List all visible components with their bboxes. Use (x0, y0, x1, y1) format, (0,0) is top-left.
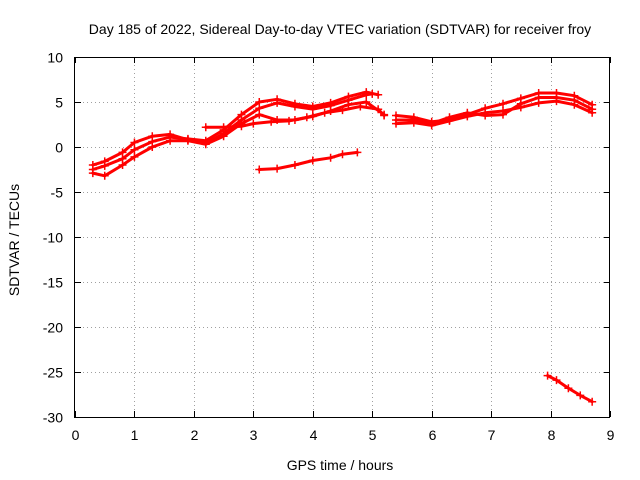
data-point (166, 136, 175, 145)
series-track-5 (255, 148, 362, 174)
data-point (588, 105, 597, 114)
data-point (88, 169, 97, 178)
data-point (308, 102, 317, 111)
y-tick-label: -5 (51, 185, 64, 201)
data-point (148, 143, 157, 151)
data-point (290, 161, 299, 169)
data-point (392, 116, 400, 124)
data-point (499, 99, 507, 108)
data-point (267, 117, 276, 126)
data-point (237, 122, 246, 131)
series-track-2 (88, 88, 383, 174)
data-point (409, 116, 418, 124)
axis-ticks: 0 1 2 3 4 5 6 7 8 9 10 5 0 -5 -10 -15 -20 -25 -30 (43, 50, 615, 444)
data-point (308, 156, 317, 165)
data-point (320, 108, 329, 117)
data-point (100, 161, 109, 170)
data-point (326, 153, 335, 162)
data-point (201, 123, 210, 132)
data-point (374, 90, 383, 99)
data-point (130, 138, 139, 147)
y-tick-label: 5 (55, 95, 63, 111)
y-tick-label: -25 (43, 365, 63, 381)
data-point (273, 164, 282, 173)
data-point (302, 113, 311, 122)
x-tick-label: 1 (131, 427, 139, 443)
data-point (338, 106, 347, 115)
data-point (219, 123, 228, 132)
series-layer (88, 88, 597, 406)
data-point (362, 88, 371, 97)
data-point (130, 152, 139, 161)
data-point (463, 108, 472, 117)
y-tick-label: -10 (43, 230, 63, 246)
data-point (552, 93, 561, 102)
series-line (91, 90, 380, 171)
data-point (534, 93, 543, 102)
x-tick-label: 6 (429, 427, 437, 443)
data-point (249, 119, 258, 128)
data-point (564, 384, 573, 393)
data-point (344, 92, 353, 101)
data-point (290, 99, 299, 108)
x-tick-label: 9 (607, 427, 615, 443)
x-tick-label: 5 (369, 427, 377, 443)
data-point (481, 111, 490, 120)
data-point (344, 100, 353, 109)
y-tick-label: 10 (47, 50, 63, 66)
series-track-9 (543, 371, 597, 406)
data-point (499, 110, 507, 119)
data-point (255, 110, 264, 119)
x-tick-label: 7 (488, 427, 496, 443)
data-point (255, 165, 264, 174)
y-tick-label: -15 (43, 275, 63, 291)
x-tick-label: 0 (72, 427, 80, 443)
data-point (353, 148, 362, 157)
data-point (543, 371, 552, 380)
data-point (588, 397, 597, 406)
data-point (380, 111, 389, 120)
data-point (118, 161, 127, 169)
series-track-7 (392, 97, 597, 130)
data-point (374, 105, 383, 114)
chart-title: Day 185 of 2022, Sidereal Day-to-day VTE… (89, 21, 591, 37)
series-line (91, 100, 386, 178)
data-point (255, 98, 264, 106)
x-tick-label: 2 (191, 427, 199, 443)
data-point (445, 113, 454, 122)
data-point (516, 99, 525, 108)
data-point (338, 150, 347, 159)
data-point (570, 96, 579, 105)
data-point (576, 391, 585, 400)
data-point (427, 119, 436, 128)
data-point (273, 95, 282, 104)
x-tick-label: 8 (548, 427, 556, 443)
data-point (326, 98, 335, 107)
data-point (183, 136, 192, 145)
series-track-8 (392, 93, 597, 128)
data-point (237, 110, 246, 119)
data-point (201, 140, 210, 149)
y-tick-label: -20 (43, 320, 63, 336)
data-point (362, 98, 371, 106)
data-point (285, 116, 293, 125)
y-tick-label: 0 (55, 140, 63, 156)
y-axis-label: SDTVAR / TECUs (6, 184, 22, 296)
x-tick-label: 3 (250, 427, 258, 443)
data-point (100, 171, 109, 180)
data-point (356, 102, 365, 111)
data-point (552, 376, 561, 385)
series-track-4 (201, 102, 389, 132)
x-tick-label: 4 (310, 427, 318, 443)
data-point (219, 132, 228, 141)
data-point (130, 145, 139, 154)
x-axis-label: GPS time / hours (287, 457, 394, 473)
y-tick-label: -30 (43, 410, 63, 426)
